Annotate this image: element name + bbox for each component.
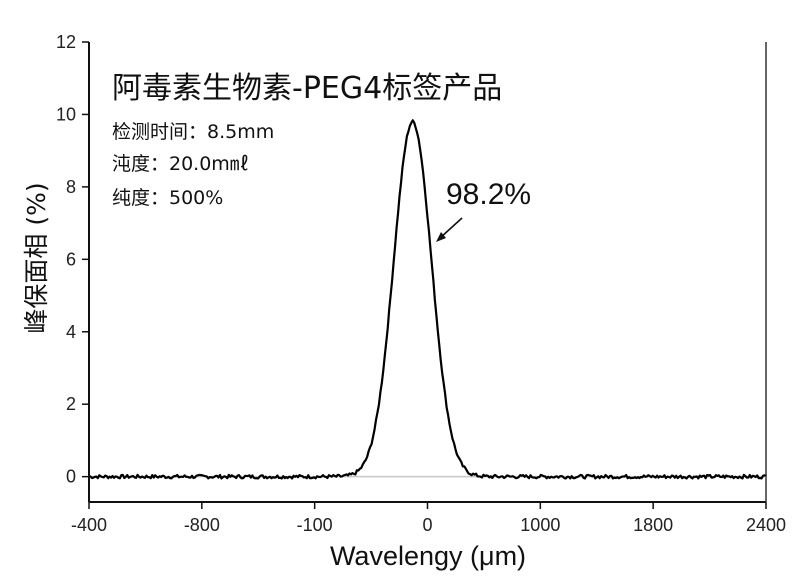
chart-title: 阿毒素生物素-PEG4标签产品	[112, 71, 502, 106]
x-tick-label: -800	[184, 515, 220, 535]
x-tick-label: -100	[297, 515, 333, 535]
y-tick-label: 0	[66, 467, 76, 487]
x-tick-label: 0	[422, 515, 432, 535]
x-tick-label: -400	[71, 515, 107, 535]
x-tick-label: 1000	[520, 515, 560, 535]
y-tick-label: 10	[56, 104, 76, 124]
peak-label: 98.2%	[446, 178, 531, 211]
y-tick-label: 2	[66, 394, 76, 414]
y-tick-label: 12	[56, 32, 76, 52]
x-tick-label: 1800	[633, 515, 673, 535]
x-axis-title: Wavelengy (μm)	[330, 541, 526, 571]
y-tick-label: 6	[66, 249, 76, 269]
annotation-turbidity: 沌度：20.0m㎖	[112, 153, 249, 175]
x-tick-label: 2400	[746, 515, 786, 535]
y-axis-title: 峰保面相 (%)	[22, 182, 51, 333]
y-tick-group: 0 2 4 6 8 10 12	[56, 32, 89, 487]
peak-arrow	[436, 217, 463, 242]
y-tick-label: 4	[66, 322, 76, 342]
annotation-detect-time: 检测时间：8.5mm	[112, 121, 274, 143]
annotation-purity: 纯度：500%	[112, 187, 223, 209]
y-tick-label: 8	[66, 177, 76, 197]
series-line-signal	[88, 119, 767, 480]
x-tick-group: -400 -800 -100 0 1000 1800 2400	[71, 502, 786, 535]
